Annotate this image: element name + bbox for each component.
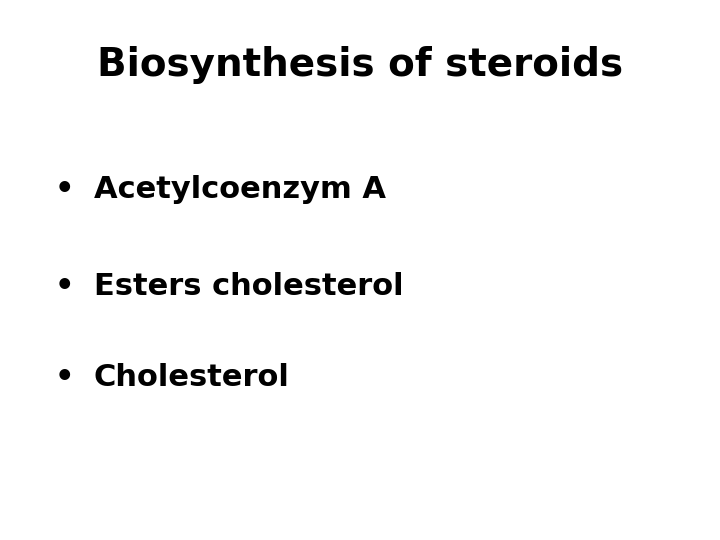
Text: Cholesterol: Cholesterol xyxy=(94,363,289,393)
Text: Biosynthesis of steroids: Biosynthesis of steroids xyxy=(97,46,623,84)
Text: •: • xyxy=(55,363,75,393)
Text: •: • xyxy=(55,272,75,301)
Text: •: • xyxy=(55,174,75,204)
Text: Esters cholesterol: Esters cholesterol xyxy=(94,272,403,301)
Text: Acetylcoenzym A: Acetylcoenzym A xyxy=(94,174,386,204)
